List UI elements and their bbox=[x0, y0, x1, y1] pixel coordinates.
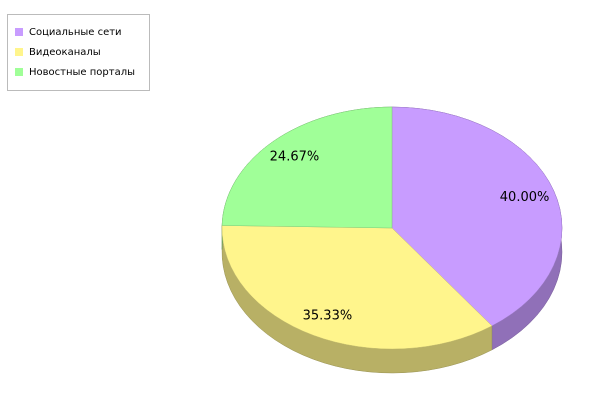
legend-swatch bbox=[15, 48, 23, 56]
legend-label: Видеоканалы bbox=[29, 47, 101, 58]
legend-box bbox=[7, 14, 150, 91]
pie-slice bbox=[221, 225, 493, 350]
legend-swatch bbox=[15, 28, 23, 36]
legend-swatch bbox=[15, 68, 23, 76]
data-label: 40.00% bbox=[500, 190, 550, 205]
data-label: 24.67% bbox=[270, 150, 320, 165]
legend-label: Новостные порталы bbox=[29, 67, 135, 78]
legend-label: Социальные сети bbox=[29, 27, 122, 38]
data-label: 35.33% bbox=[303, 308, 353, 323]
pie-slice bbox=[221, 106, 393, 229]
pie-slice bbox=[391, 106, 563, 327]
